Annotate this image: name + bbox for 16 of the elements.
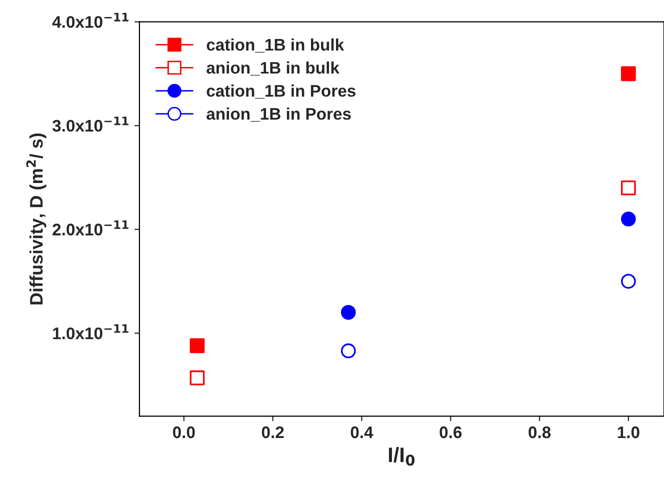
y-tick-label: 1.0x10$^{−11}$ [53, 324, 128, 340]
x-tick-label: 0.8 [528, 426, 551, 438]
legend-label: anion_1B in Pores [206, 108, 351, 122]
legend-label: cation_1B in bulk [206, 38, 344, 53]
y-tick-label: 2.0x10$^{−11}$ [52, 220, 128, 236]
y-axis-title: Diffusivity, D (m$^{2}$/ s) [26, 134, 46, 304]
x-tick-label: 0.6 [440, 426, 462, 438]
y-tick-label: 3.0x10$^{−11}$ [52, 116, 128, 132]
x-tick-label: 0.0 [172, 426, 195, 438]
x-tick-label: 0.4 [350, 426, 374, 438]
legend-label: anion_1B in bulk [206, 61, 340, 76]
x-axis-title: I/I$_{0}$ [388, 446, 415, 466]
y-tick-label: 4.0x10$^{−11}$ [52, 12, 128, 28]
legend-label: cation_1B in Pores [206, 84, 356, 99]
x-tick-label: 0.2 [262, 426, 284, 438]
x-tick-label: 1.0 [618, 426, 640, 438]
